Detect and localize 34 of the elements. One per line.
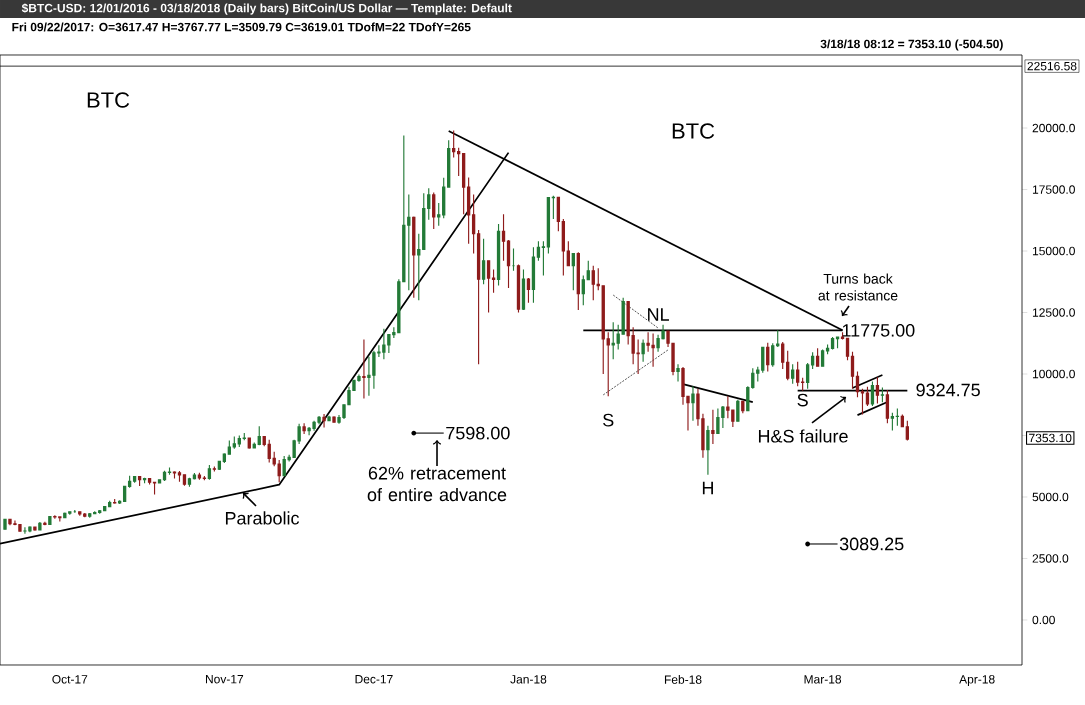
y-tick-label: 10000.0: [1032, 369, 1075, 379]
annotation: 62% retracement of entire advance: [367, 466, 507, 502]
annotation: H: [702, 481, 713, 495]
y-tick-label: 17500.0: [1032, 185, 1075, 194]
chart-subtitle: $BTC-USD: 12/01/2016 - 03/18/2018 (Daily bars) BitCoin/US Dollar — Template: Default: [21, 3, 512, 15]
y-tick-label: 12500.0: [1032, 308, 1075, 317]
x-tick-label: Mar-18: [804, 675, 842, 684]
x-tick-label: Feb-18: [664, 675, 702, 684]
y-tick-label: 20000.0: [1032, 123, 1075, 133]
x-tick-label: Oct-17: [52, 675, 88, 684]
text: 7353.10: [1029, 433, 1072, 443]
annotation: BTC: [672, 123, 715, 139]
x-tick-label: Nov-17: [205, 675, 244, 684]
ref-line-label: 22516.58: [1027, 61, 1077, 71]
y-tick-label: 2500.0: [1032, 554, 1069, 563]
y-tick-label: 15000.0: [1032, 246, 1075, 256]
text: 3/18/18 08:12 = 7353.10 (-504.50): [820, 39, 1003, 51]
annotation: Parabolic: [225, 511, 300, 525]
annotation: 7598.00: [446, 426, 510, 440]
annotation: NL: [648, 308, 669, 321]
text: Fri 09/22/2017: O=3617.47 H=3767.77 L=3509.79 C=3619.01 TDofM=22 TDofY=265: [12, 22, 471, 32]
text: BTC: [87, 92, 130, 108]
x-tick-label: Apr-18: [959, 675, 995, 686]
annotation: 9324.75: [916, 383, 980, 397]
y-tick-label: 0.00: [1032, 615, 1055, 625]
annotation: Turns back at resistance: [818, 273, 898, 301]
annotation: 3089.25: [839, 537, 904, 551]
annotation: S: [603, 413, 614, 427]
annotation: 11775.00: [842, 323, 915, 337]
x-tick-label: Jan-18: [510, 675, 547, 684]
x-tick-label: Dec-17: [355, 675, 393, 684]
annotation: H&S failure: [758, 429, 848, 443]
annotation: S: [797, 393, 808, 407]
y-tick-label: 5000.0: [1032, 492, 1069, 502]
